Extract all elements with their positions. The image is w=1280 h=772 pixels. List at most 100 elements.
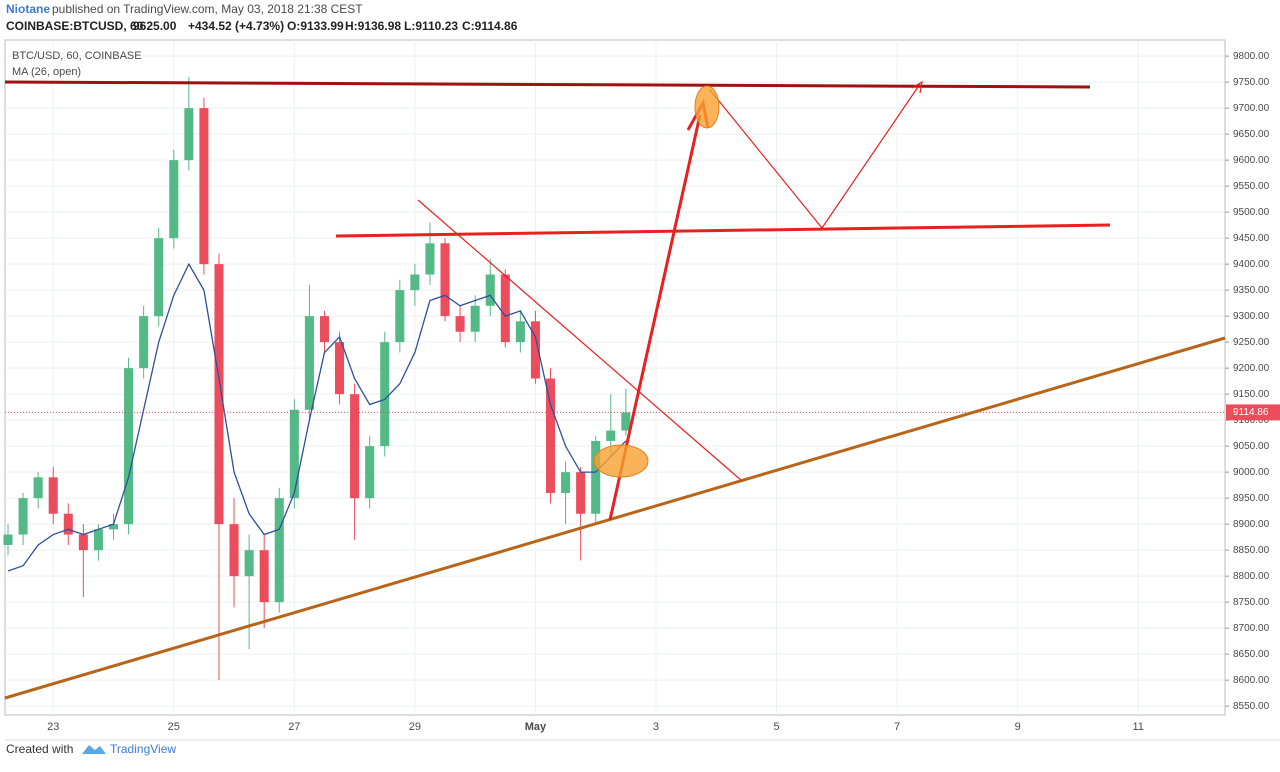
y-tick-label: 9200.00 xyxy=(1233,363,1270,374)
legend-ma: MA (26, open) xyxy=(12,66,81,78)
drawings xyxy=(4,80,1226,700)
price: 9625.00 xyxy=(133,19,177,33)
x-tick-label: 7 xyxy=(894,721,900,733)
candle-body xyxy=(93,529,103,551)
y-tick-label: 9750.00 xyxy=(1233,77,1270,88)
candle-body xyxy=(319,316,329,343)
x-tick-label: 5 xyxy=(773,721,779,733)
y-tick-label: 9700.00 xyxy=(1233,103,1270,114)
x-tick-label: 3 xyxy=(653,721,659,733)
candle-body xyxy=(63,513,73,535)
y-tick-label: 8850.00 xyxy=(1233,545,1270,556)
candle-body xyxy=(274,498,284,603)
candle-body xyxy=(410,274,420,291)
x-tick-label: 23 xyxy=(47,721,59,733)
candle-body xyxy=(139,316,149,369)
candle-body xyxy=(380,342,390,447)
y-tick-label: 8550.00 xyxy=(1233,701,1270,712)
candle-body xyxy=(606,430,616,441)
y-tick-label: 9550.00 xyxy=(1233,181,1270,192)
x-tick-label: 27 xyxy=(288,721,300,733)
x-tick-label: 11 xyxy=(1132,721,1143,733)
y-tick-label: 8750.00 xyxy=(1233,597,1270,608)
entry-marker xyxy=(593,444,649,478)
last-price-tag xyxy=(1226,404,1280,421)
candle-body xyxy=(304,316,314,410)
candle-body xyxy=(154,238,164,317)
candle-body xyxy=(545,378,556,493)
candle-body xyxy=(199,108,209,265)
candle-body xyxy=(259,550,269,603)
ma-line xyxy=(7,262,627,572)
candle-body xyxy=(335,342,345,395)
y-tick-label: 9500.00 xyxy=(1233,207,1270,218)
y-tick-label: 9650.00 xyxy=(1233,129,1270,140)
author[interactable]: Niotane xyxy=(6,2,50,16)
y-tick-label: 8800.00 xyxy=(1233,571,1270,582)
y-tick-label: 8600.00 xyxy=(1233,675,1270,686)
footer-brand[interactable]: TradingView xyxy=(110,742,176,756)
y-tick-label: 8700.00 xyxy=(1233,623,1270,634)
published: published on TradingView.com, May 03, 20… xyxy=(52,2,363,16)
y-tick-label: 9800.00 xyxy=(1233,51,1270,62)
candle-body xyxy=(108,524,119,530)
y-tick-label: 8650.00 xyxy=(1233,649,1270,660)
ohlc-high: H:9136.98 xyxy=(345,19,401,33)
legend-title: BTC/USD, 60, COINBASE xyxy=(12,50,142,62)
candle-body xyxy=(395,290,405,343)
y-tick-label: 9050.00 xyxy=(1233,441,1270,452)
change: +434.52 (+4.73%) xyxy=(188,19,284,33)
candle-body xyxy=(289,409,299,499)
candle-body xyxy=(455,316,465,332)
y-tick-label: 9600.00 xyxy=(1233,155,1270,166)
candle-body xyxy=(561,472,571,493)
x-tick-label: 25 xyxy=(168,721,180,733)
plot-frame xyxy=(4,39,1226,716)
candle-body xyxy=(214,264,224,525)
candle-body xyxy=(440,243,450,317)
candle-body xyxy=(365,446,375,499)
candle-body xyxy=(485,274,495,306)
candle-body xyxy=(124,368,134,525)
ohlc-low: L:9110.23 xyxy=(404,19,458,33)
target-marker xyxy=(694,85,720,129)
symbol: COINBASE:BTCUSD, 60 xyxy=(6,19,144,33)
candle-body xyxy=(184,108,194,161)
candle-body xyxy=(244,550,254,577)
y-tick-label: 9350.00 xyxy=(1233,285,1270,296)
candle-body xyxy=(500,274,510,343)
x-tick-label: May xyxy=(525,721,547,733)
x-tick-label: 29 xyxy=(409,721,421,733)
candle-body xyxy=(78,534,88,551)
resistance-line xyxy=(4,80,1091,89)
y-tick-label: 9400.00 xyxy=(1233,259,1270,270)
ohlc-open: O:9133.99 xyxy=(287,19,344,33)
candle-body xyxy=(3,534,13,545)
candle-body xyxy=(621,412,631,431)
candle-body xyxy=(425,243,435,275)
y-tick-label: 9250.00 xyxy=(1233,337,1270,348)
candle-body xyxy=(470,305,480,332)
brand-logo xyxy=(82,745,106,754)
candle-body xyxy=(515,321,525,343)
candle-body xyxy=(229,524,239,577)
candle-body xyxy=(350,394,360,499)
candle-body xyxy=(530,321,540,379)
candle-body xyxy=(33,477,43,499)
y-tick-label: 9300.00 xyxy=(1233,311,1270,322)
y-tick-label: 8900.00 xyxy=(1233,519,1270,530)
candle-body xyxy=(169,160,179,239)
y-tick-label: 9150.00 xyxy=(1233,389,1270,400)
y-tick-label: 9000.00 xyxy=(1233,467,1270,478)
candle-body xyxy=(591,440,601,514)
support-line xyxy=(4,336,1226,700)
candle-body xyxy=(18,498,28,535)
y-tick-label: 8950.00 xyxy=(1233,493,1270,504)
last-price-label: 9114.86 xyxy=(1233,407,1269,418)
y-tick-label: 9450.00 xyxy=(1233,233,1270,244)
path-arrows xyxy=(709,80,923,230)
mid-line xyxy=(335,223,1111,238)
x-tick-label: 9 xyxy=(1015,721,1021,733)
candle-body xyxy=(576,472,586,514)
